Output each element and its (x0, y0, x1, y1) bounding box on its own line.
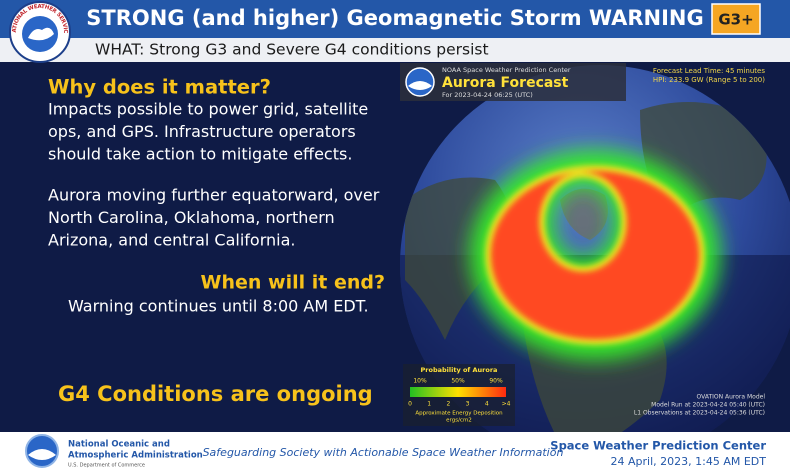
legend-label: 90% (489, 378, 503, 385)
legend-label: 0 (408, 401, 412, 408)
aurora-red (491, 171, 699, 339)
noaa-logo-wave (408, 81, 432, 90)
legend-label: 1 (427, 401, 431, 408)
paragraph-line: Impacts possible to power grid, satellit… (48, 100, 368, 119)
noaa-dept: U.S. Department of Commerce (68, 463, 145, 469)
paragraph-line: North Carolina, Oklahoma, northern (48, 208, 335, 227)
header-title: STRONG (and higher) Geomagnetic Storm WA… (86, 6, 703, 30)
legend-caption: Approximate Energy Deposition (415, 411, 503, 417)
noaa-name: Atmospheric Administration (68, 451, 203, 461)
header-bar (0, 0, 790, 38)
legend-title: Probability of Aurora (421, 366, 498, 374)
model: OVATION Aurora Model (696, 394, 765, 401)
aurora-map: NOAA Space Weather Prediction Center Aur… (400, 63, 790, 432)
model-run: Model Run at 2023-04-24 05:40 (UTC) (651, 402, 765, 409)
badge (711, 3, 761, 35)
heading: When will it end? (201, 272, 385, 294)
date: 24 April, 2023, 1:45 AM EDT (611, 455, 767, 468)
tagline: Safeguarding Society with Actionable Spa… (203, 446, 564, 459)
footer-logo-wave (28, 449, 56, 460)
paragraph-line: Aurora moving further equatorward, over (48, 186, 380, 205)
hpi: HPI: 233.9 GW (Range 5 to 200) (653, 76, 765, 84)
paragraph-line: should take action to mitigate effects. (48, 145, 352, 164)
legend-scale (410, 387, 506, 397)
map-valid-time: For 2023-04-24 06:25 (UTC) (442, 91, 533, 99)
heading: Why does it matter? (48, 76, 271, 99)
paragraph-line: ops, and GPS. Infrastructure operators (48, 122, 356, 141)
map-title-box (400, 63, 626, 101)
paragraph-line: Arizona, and central California. (48, 231, 296, 250)
observations: L1 Observations at 2023-04-24 05:36 (UTC… (634, 410, 765, 417)
legend-label: 4 (485, 401, 489, 408)
legend-label: >4 (502, 401, 511, 408)
land (560, 188, 608, 240)
legend-label: 3 (466, 401, 470, 408)
map-title: Aurora Forecast (442, 75, 569, 91)
legend-label: 2 (446, 401, 450, 408)
legend-label: 50% (451, 378, 465, 385)
footer: National Oceanic and Atmospheric Adminis… (25, 434, 767, 469)
legend-label: 10% (413, 378, 427, 385)
warning-text: Warning continues until 8:00 AM EDT. (68, 297, 369, 316)
badge-text: G3+ (718, 11, 753, 29)
center-name: Space Weather Prediction Center (550, 439, 766, 453)
header-subtitle: WHAT: Strong G3 and Severe G4 conditions… (95, 41, 489, 59)
lead-time: Forecast Lead Time: 45 minutes (653, 67, 765, 75)
map-agency: NOAA Space Weather Prediction Center (442, 66, 571, 74)
legend-units: ergs/cm2 (446, 418, 472, 424)
noaa-name: National Oceanic and (68, 440, 170, 450)
callout: G4 Conditions are ongoing (58, 382, 373, 406)
subheader-bar (0, 38, 790, 62)
